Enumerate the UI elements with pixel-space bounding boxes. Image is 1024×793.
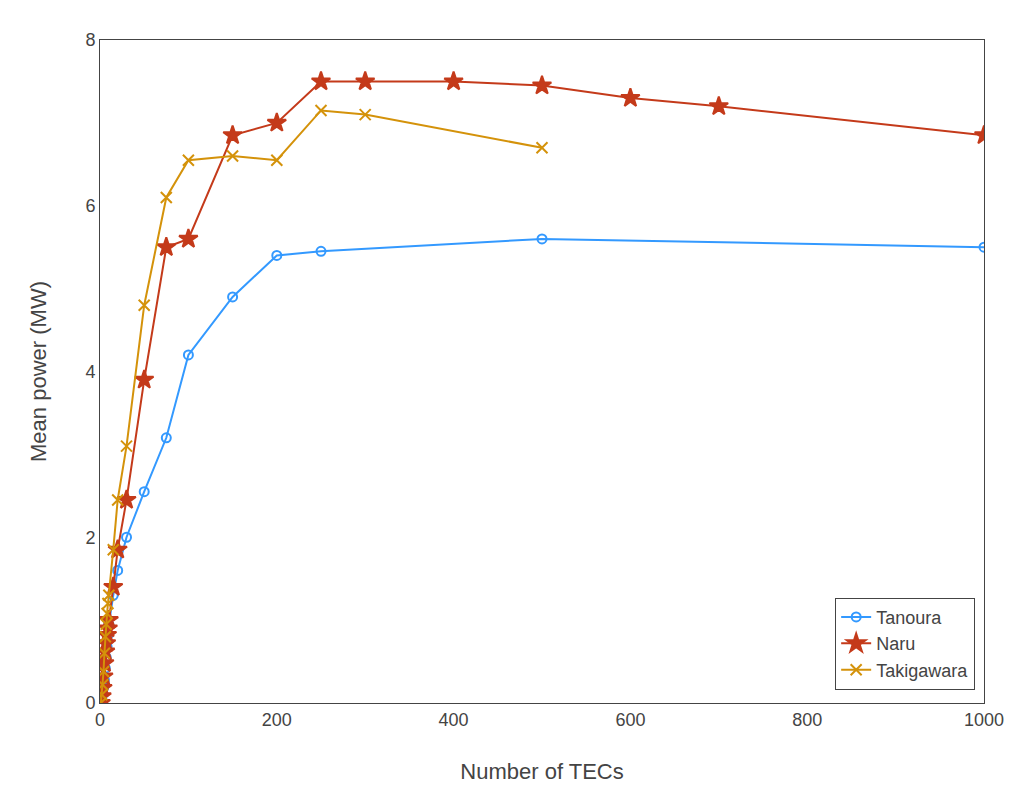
svg-text:4: 4 — [85, 362, 95, 382]
svg-text:1000: 1000 — [964, 710, 1004, 730]
svg-text:8: 8 — [85, 30, 95, 50]
svg-text:400: 400 — [439, 710, 469, 730]
svg-text:Number of TECs: Number of TECs — [460, 759, 623, 784]
svg-text:600: 600 — [615, 710, 645, 730]
svg-text:800: 800 — [792, 710, 822, 730]
svg-text:0: 0 — [85, 693, 95, 713]
svg-text:Tanoura: Tanoura — [876, 608, 942, 628]
svg-text:200: 200 — [262, 710, 292, 730]
svg-text:0: 0 — [95, 710, 105, 730]
svg-text:6: 6 — [85, 196, 95, 216]
svg-text:Naru: Naru — [876, 634, 915, 654]
svg-text:Mean power (MW): Mean power (MW) — [26, 281, 51, 462]
svg-text:2: 2 — [85, 528, 95, 548]
svg-text:Takigawara: Takigawara — [876, 661, 968, 681]
